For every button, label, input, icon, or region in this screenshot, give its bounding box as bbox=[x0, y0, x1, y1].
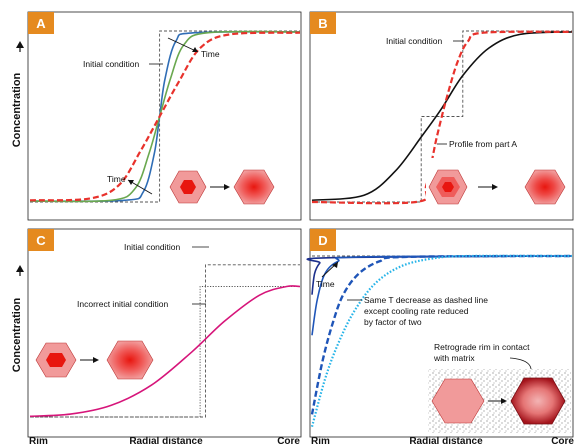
series-c-1-initial-step-black-dotted bbox=[30, 286, 300, 418]
panel-d-note-line-2: except cooling rate reduced bbox=[364, 306, 469, 316]
panel-a-time-top-arrow bbox=[167, 37, 199, 53]
arrow-head-icon-c bbox=[93, 357, 99, 363]
x-label-radial-right: Radial distance bbox=[409, 436, 483, 447]
y-axis-label-text-top: Concentration bbox=[11, 72, 23, 147]
panel-d: D Time Same T decrease as dashed line ex… bbox=[306, 228, 574, 438]
panel-c-tag-text: C bbox=[36, 233, 46, 248]
panel-b-tag-text: B bbox=[318, 16, 327, 31]
panel-b-plot bbox=[311, 30, 573, 205]
panel-b: B Initial condition Profile from part A bbox=[309, 11, 574, 221]
series-a-3-dashed-red bbox=[29, 31, 301, 202]
panel-b-tag bbox=[310, 12, 336, 34]
panel-d-rim-line-1: Retrograde rim in contact bbox=[434, 342, 530, 352]
y-axis-label-top: Concentration bbox=[11, 72, 23, 147]
series-c-2-solid-magenta bbox=[29, 285, 301, 418]
panel-a-tag-text: A bbox=[36, 16, 46, 31]
x-label-core-left: Core bbox=[277, 436, 300, 447]
crystal-diffused-icon-c bbox=[106, 340, 154, 380]
panel-c-incorrect-label: Incorrect initial condition bbox=[77, 299, 168, 309]
x-label-rim-left: Rim bbox=[29, 436, 48, 447]
series-b-2-dashed-red bbox=[311, 30, 573, 205]
y-axis-arrow-head-bottom bbox=[16, 265, 24, 272]
crystal-retrograde-rim-icon bbox=[510, 377, 566, 425]
panel-a-initial-label: Initial condition bbox=[83, 59, 140, 69]
crystal-core-icon-b bbox=[442, 182, 454, 192]
crystal-diffused-icon-b bbox=[524, 169, 566, 205]
series-c-0-initial-step-black-dashed bbox=[30, 264, 300, 418]
panel-d-frame bbox=[309, 228, 574, 438]
panel-a: A Initial condition Time Time bbox=[27, 11, 302, 221]
panel-d-time-label: Time bbox=[316, 279, 335, 289]
panel-d-time-arrowhead bbox=[332, 262, 338, 268]
y-axis-arrow-head-top bbox=[16, 41, 24, 48]
arrow-head-icon-b bbox=[492, 184, 498, 190]
panel-a-tag bbox=[28, 12, 54, 34]
x-label-core-right: Core bbox=[551, 436, 574, 447]
panel-d-tag-text: D bbox=[318, 233, 327, 248]
crystal-diffused-icon bbox=[233, 169, 275, 205]
series-d-3-dashed-mid-blue bbox=[310, 254, 573, 415]
panel-a-time-top-label: Time bbox=[201, 49, 220, 59]
panel-b-frame bbox=[309, 11, 574, 221]
arrow-head-icon-d bbox=[501, 398, 507, 404]
panel-c-initial-label: Initial condition bbox=[124, 242, 181, 252]
panel-d-rim-line-2: with matrix bbox=[433, 353, 475, 363]
panel-c: C Initial condition Incorrect initial co… bbox=[27, 228, 302, 438]
crystal-core-icon-c bbox=[46, 353, 66, 367]
crystal-core-icon bbox=[180, 180, 196, 194]
panel-a-time-bottom-label: Time bbox=[107, 174, 126, 184]
panel-d-plot bbox=[306, 254, 573, 427]
panel-a-plot bbox=[29, 30, 301, 203]
panel-a-time-top-arrowhead bbox=[192, 47, 198, 52]
y-axis-label-text-bottom: Concentration bbox=[11, 297, 23, 372]
panel-c-frame bbox=[27, 228, 302, 438]
panel-d-tag bbox=[310, 229, 336, 251]
y-axis-label-bottom: Concentration bbox=[11, 297, 23, 372]
panel-d-note-line-1: Same T decrease as dashed line bbox=[364, 295, 488, 305]
arrow-head-icon bbox=[224, 184, 230, 190]
panel-c-plot bbox=[29, 264, 301, 418]
panel-a-time-bottom-arrowhead bbox=[128, 180, 134, 185]
panel-d-note-line-3: by factor of two bbox=[364, 317, 422, 327]
panel-b-initial-label: Initial condition bbox=[386, 36, 443, 46]
panel-a-frame bbox=[27, 11, 302, 221]
panel-c-tag bbox=[28, 229, 54, 251]
x-label-rim-right: Rim bbox=[311, 436, 330, 447]
series-b-1-solid-black bbox=[311, 31, 573, 202]
panel-b-profile-label: Profile from part A bbox=[449, 139, 517, 149]
x-label-radial-left: Radial distance bbox=[129, 436, 203, 447]
crystal-homogeneous-icon bbox=[431, 378, 485, 424]
